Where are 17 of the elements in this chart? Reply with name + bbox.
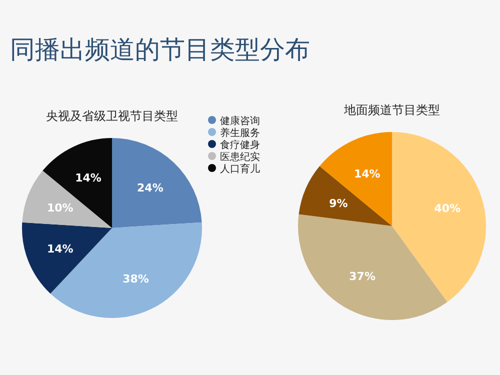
data-label: 14%	[354, 167, 380, 180]
data-label: 37%	[349, 270, 376, 284]
data-label: 9%	[329, 196, 348, 210]
chart-title: 地面频道节目类型	[343, 103, 440, 117]
data-label: 10%	[46, 201, 74, 214]
legend-label: 养生服务	[220, 127, 260, 139]
data-label: 14%	[46, 242, 74, 256]
chart-subtitle: 央视及省级卫视节目类型	[46, 109, 178, 123]
data-label: 38%	[122, 272, 149, 286]
data-label: 40%	[434, 202, 461, 215]
legend-label: 健康咨询	[220, 115, 260, 127]
data-label: 24%	[137, 181, 164, 194]
legend-label: 食疗健身	[220, 139, 260, 151]
data-label: 14%	[75, 172, 102, 185]
chart-title: 同播出频道的节目类型分布	[10, 35, 310, 64]
legend-label: 医患纪实	[220, 151, 260, 163]
legend-label: 人口育儿	[220, 163, 260, 175]
